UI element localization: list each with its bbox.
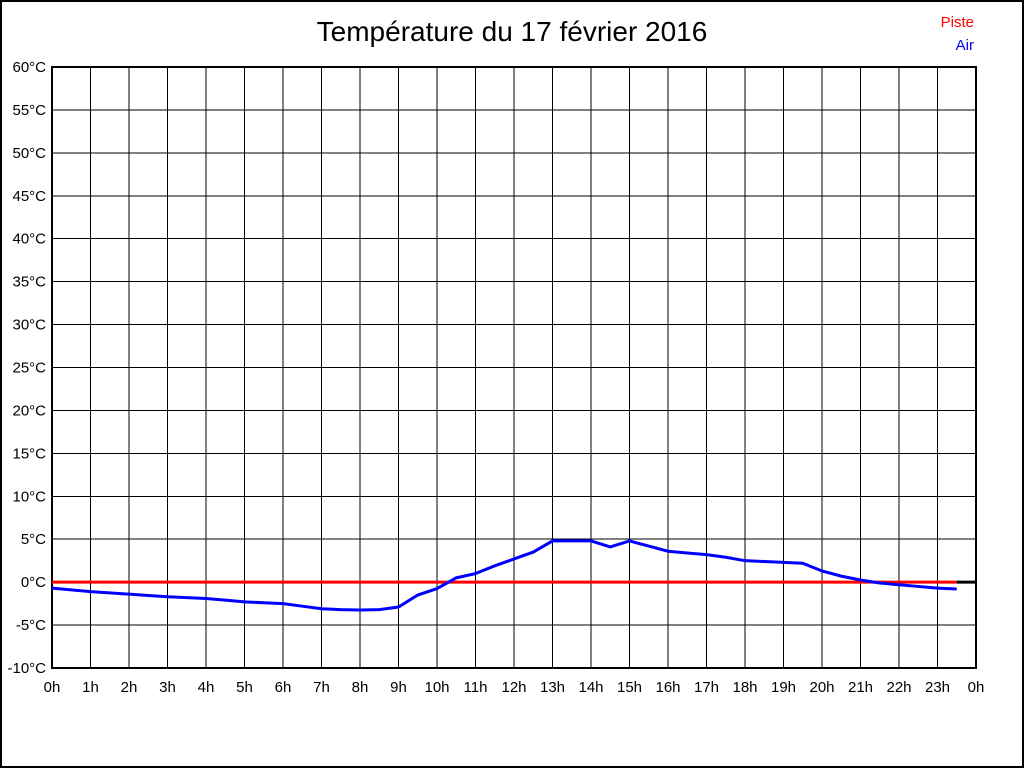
plot-frame bbox=[51, 66, 977, 669]
x-tick-label: 12h bbox=[501, 679, 526, 696]
y-axis-labels: 60°C 55°C 50°C 45°C 40°C 35°C 30°C 25°C 20°C 15°C… bbox=[7, 59, 46, 677]
y-tick-label: -5°C bbox=[16, 617, 46, 634]
x-tick-label: 7h bbox=[313, 679, 330, 696]
legend: Piste Air bbox=[941, 11, 974, 57]
series-air bbox=[51, 539, 957, 612]
y-tick-label: 55°C bbox=[12, 102, 46, 119]
y-tick-label: 0°C bbox=[21, 574, 46, 591]
x-tick-label: 2h bbox=[121, 679, 138, 696]
x-tick-label: 11h bbox=[464, 679, 488, 696]
y-tick-label: 20°C bbox=[12, 402, 46, 419]
x-tick-label: 3h bbox=[159, 679, 176, 696]
x-tick-label: 6h bbox=[275, 679, 292, 696]
x-tick-label: 0h bbox=[968, 679, 985, 696]
y-tick-label: 45°C bbox=[12, 188, 46, 205]
x-tick-label: 14h bbox=[578, 679, 603, 696]
y-tick-label: 5°C bbox=[21, 531, 46, 548]
x-tick-label: 23h bbox=[925, 679, 950, 696]
x-tick-label: 21h bbox=[848, 679, 873, 696]
x-tick-label: 1h bbox=[82, 679, 99, 696]
y-tick-label: -10°C bbox=[7, 660, 46, 677]
y-tick-label: 40°C bbox=[12, 231, 46, 248]
y-tick-label: 15°C bbox=[12, 445, 46, 462]
x-tick-label: 5h bbox=[236, 679, 253, 696]
y-tick-label: 60°C bbox=[12, 59, 46, 76]
x-tick-label: 18h bbox=[732, 679, 757, 696]
x-tick-label: 15h bbox=[617, 679, 642, 696]
x-tick-label: 13h bbox=[540, 679, 565, 696]
legend-item-air: Air bbox=[955, 37, 974, 54]
x-tick-label: 22h bbox=[886, 679, 911, 696]
x-tick-label: 19h bbox=[771, 679, 796, 696]
y-tick-label: 50°C bbox=[12, 145, 46, 162]
x-tick-label: 0h bbox=[44, 679, 61, 696]
y-tick-label: 25°C bbox=[12, 360, 46, 377]
x-tick-label: 10h bbox=[424, 679, 449, 696]
x-tick-label: 9h bbox=[390, 679, 407, 696]
x-axis-labels: 0h 1h 2h 3h 4h 5h 6h 7h 8h 9h 10h 11h 12h 13h 14h 15h 16… bbox=[44, 679, 985, 696]
x-tick-label: 8h bbox=[352, 679, 369, 696]
x-tick-label: 20h bbox=[809, 679, 834, 696]
x-tick-label: 16h bbox=[655, 679, 680, 696]
chart-title: Température du 17 février 2016 bbox=[316, 16, 708, 47]
x-tick-label: 17h bbox=[694, 679, 719, 696]
y-tick-label: 10°C bbox=[12, 488, 46, 505]
x-tick-label: 4h bbox=[198, 679, 215, 696]
legend-item-piste: Piste bbox=[940, 14, 974, 31]
y-tick-label: 35°C bbox=[12, 274, 46, 291]
y-tick-label: 30°C bbox=[12, 317, 46, 334]
gridlines bbox=[51, 66, 977, 669]
